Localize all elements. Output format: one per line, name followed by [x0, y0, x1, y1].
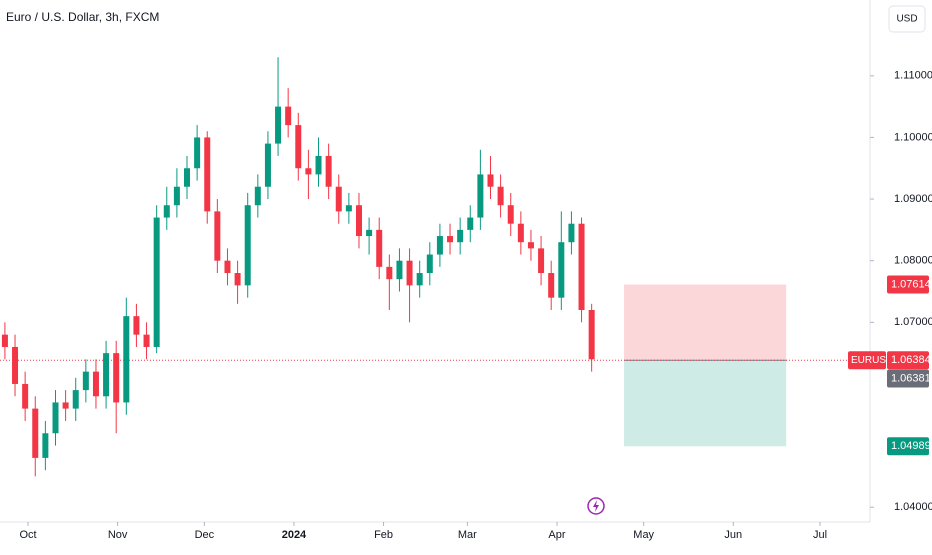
candle-body: [335, 186, 342, 212]
symbol-badge: [848, 351, 886, 370]
currency-button[interactable]: [888, 5, 926, 33]
x-tick-label: Oct: [19, 529, 36, 541]
target-price-badge: [887, 437, 929, 456]
candle-body: [386, 266, 393, 280]
candle-body: [62, 402, 69, 409]
candle-body: [1, 334, 8, 347]
candle-body: [487, 174, 494, 187]
symbol-label: EURUSD: [851, 355, 893, 366]
x-tick-label: Jul: [813, 529, 827, 541]
x-tick-label: Feb: [374, 529, 393, 541]
candle-body: [52, 402, 59, 434]
candle-body: [527, 242, 534, 249]
candle-body: [72, 390, 79, 409]
y-tick-label: 1.11000: [894, 70, 932, 82]
y-tick-label: 1.08000: [894, 255, 932, 267]
candle-body: [275, 106, 282, 144]
candle-body: [366, 229, 373, 237]
candle-body: [254, 186, 261, 206]
candle-body: [355, 205, 362, 237]
candle-body: [82, 371, 89, 391]
chart-title: Euro / U.S. Dollar, 3h, FXCM: [6, 10, 159, 24]
candle-body: [416, 273, 423, 286]
candle-body: [143, 334, 150, 347]
x-tick-label: Dec: [195, 529, 215, 541]
candle-body: [396, 260, 403, 280]
candle-body: [497, 186, 504, 206]
currency-label: USD: [896, 14, 917, 25]
candle-body: [234, 273, 241, 286]
candle-body: [264, 143, 271, 187]
candle-body: [173, 186, 180, 206]
candle-body: [153, 217, 160, 347]
candle-body: [558, 242, 565, 298]
candle-body: [588, 309, 595, 360]
bid-price-label: 1.06381: [891, 372, 931, 384]
last-price-label: 1.06384: [891, 354, 931, 366]
candle-body: [184, 168, 191, 187]
candle-body: [538, 248, 545, 274]
candle-body: [42, 433, 49, 458]
y-tick-label: 1.07000: [894, 316, 932, 328]
candle-body: [92, 371, 99, 397]
y-tick-label: 1.10000: [894, 131, 932, 143]
y-tick-label: 1.04000: [894, 501, 932, 513]
lightning-icon[interactable]: [587, 497, 605, 515]
stop-price-badge: [887, 275, 929, 294]
candle-body: [123, 316, 130, 403]
candle-body: [376, 229, 383, 267]
candle-body: [133, 316, 140, 335]
x-tick-label: Mar: [458, 529, 477, 541]
candle-body: [507, 205, 514, 224]
candle-body: [224, 260, 231, 274]
candle-body: [194, 137, 201, 169]
candle-body: [12, 346, 19, 384]
stop-zone: [624, 284, 787, 361]
last-price-badge: [887, 351, 929, 370]
candle-body: [204, 137, 211, 212]
x-tick-label: Nov: [108, 529, 128, 541]
candle-body: [32, 408, 39, 458]
candle-body: [163, 205, 170, 218]
x-tick-label: Apr: [548, 529, 565, 541]
x-tick-label: May: [633, 529, 654, 541]
target-price-label: 1.04989: [891, 440, 931, 452]
candle-body: [457, 229, 464, 243]
candle-body: [244, 205, 251, 286]
candle-body: [467, 217, 474, 230]
candle-body: [447, 236, 454, 243]
candle-body: [305, 168, 312, 175]
candle-body: [406, 260, 413, 286]
y-tick-label: 1.09000: [894, 193, 932, 205]
candle-body: [578, 223, 585, 310]
candle-body: [103, 353, 110, 397]
candle-body: [477, 174, 484, 218]
stop-price-label: 1.07614: [891, 278, 931, 290]
candle-body: [315, 155, 322, 175]
candle-body: [22, 383, 29, 409]
candle-body: [325, 155, 332, 187]
candle-body: [568, 223, 575, 243]
candle-body: [345, 205, 352, 212]
candle-body: [517, 223, 524, 243]
candle-body: [285, 106, 292, 126]
candle-body: [548, 273, 555, 298]
target-zone: [624, 360, 787, 447]
candle-body: [295, 125, 302, 169]
bid-price-badge: [887, 369, 929, 388]
candle-body: [214, 211, 221, 261]
candle-body: [113, 353, 120, 403]
candle-body: [426, 254, 433, 274]
x-tick-label: Jun: [724, 529, 742, 541]
candle-body: [436, 236, 443, 255]
x-tick-label: 2024: [282, 529, 307, 541]
